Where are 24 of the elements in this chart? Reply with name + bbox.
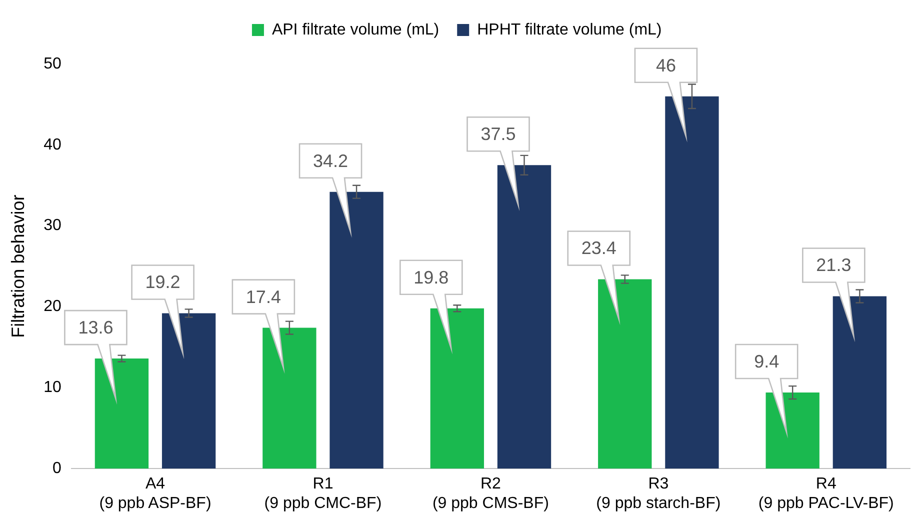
- x-tick-label: A4 (9 ppb ASP-BF): [99, 476, 212, 512]
- data-label: 13.6: [78, 318, 114, 338]
- y-tick-label: 0: [52, 460, 62, 478]
- data-label: 23.4: [581, 238, 616, 258]
- x-tick-label: R3 (9 ppb starch-BF): [596, 476, 721, 512]
- data-label: 9.4: [754, 352, 780, 372]
- data-label: 19.2: [145, 272, 180, 292]
- data-label: 19.8: [414, 267, 449, 288]
- y-tick-label: 40: [44, 136, 62, 154]
- x-tick-label: R4 (9 ppb PAC-LV-BF): [758, 476, 894, 512]
- y-tick-label: 20: [44, 298, 62, 316]
- x-tick-label: R2 (9 ppb CMS-BF): [432, 476, 549, 512]
- y-tick-label: 10: [44, 379, 62, 396]
- data-label: 37.5: [480, 124, 516, 144]
- y-tick-label: 50: [44, 55, 62, 72]
- data-label: 46: [656, 55, 676, 76]
- legend-label: API filtrate volume (mL): [272, 21, 440, 38]
- x-tick-label: R1 (9 ppb CMC-BF): [264, 476, 382, 512]
- data-label: 21.3: [816, 255, 852, 276]
- data-label: 17.4: [246, 286, 281, 307]
- legend-label: HPHT filtrate volume (mL): [477, 21, 662, 38]
- y-axis-title: Filtration behavior: [8, 194, 28, 338]
- data-label: 34.2: [313, 150, 348, 171]
- y-tick-label: 30: [44, 217, 62, 234]
